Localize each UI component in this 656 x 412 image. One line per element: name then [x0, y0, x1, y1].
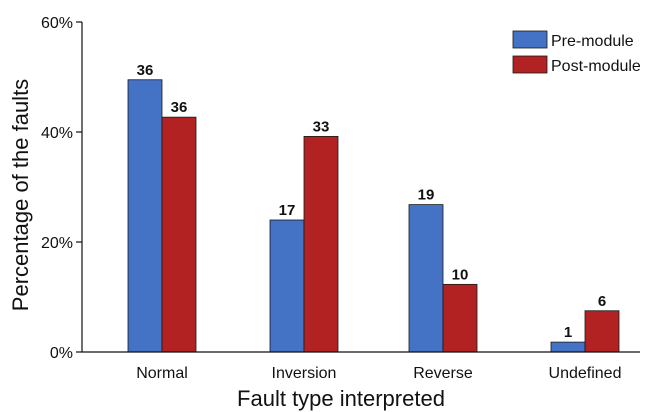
bars	[127, 79, 620, 353]
y-tick-label: 60%	[41, 15, 73, 32]
bar-post-module-undefined	[584, 310, 620, 353]
bar-pre-module-undefined	[550, 341, 586, 353]
bar-data-label: 19	[418, 187, 435, 204]
bar-pre-module-inversion	[269, 219, 305, 353]
bar-data-label: 36	[171, 99, 188, 116]
y-axis-title: Percentage of the faults	[8, 79, 33, 311]
x-category-label: Normal	[136, 365, 188, 382]
x-category-label: Undefined	[549, 365, 622, 382]
legend-swatch-pre-module	[512, 30, 548, 49]
legend-swatch-post-module	[512, 55, 548, 74]
y-axis-ticks: 0% 20% 40% 60%	[41, 15, 82, 362]
bar-data-label: 6	[598, 293, 606, 310]
y-tick-label: 20%	[41, 235, 73, 252]
x-category-label: Inversion	[272, 365, 337, 382]
bar-data-label: 33	[313, 118, 330, 135]
x-axis-category-labels: Normal Inversion Reverse Undefined	[136, 365, 621, 382]
bar-data-label: 36	[137, 62, 154, 79]
bar-data-label: 10	[452, 266, 469, 283]
legend-label: Pre-module	[551, 33, 634, 50]
data-labels: 36 36 17 33 19 10 1 6	[137, 62, 607, 341]
bar-data-label: 17	[279, 202, 296, 219]
bar-post-module-inversion	[303, 135, 339, 353]
x-axis-title: Fault type interpreted	[237, 386, 445, 411]
x-category-label: Reverse	[413, 365, 473, 382]
y-tick-label: 0%	[50, 345, 73, 362]
bar-post-module-normal	[161, 116, 197, 353]
bar-pre-module-normal	[127, 79, 163, 353]
y-tick-label: 40%	[41, 125, 73, 142]
bar-data-label: 1	[564, 324, 572, 341]
legend-label: Post-module	[551, 58, 641, 75]
legend: Pre-module Post-module	[512, 30, 641, 75]
bar-pre-module-reverse	[408, 204, 444, 353]
bar-post-module-reverse	[442, 283, 478, 353]
